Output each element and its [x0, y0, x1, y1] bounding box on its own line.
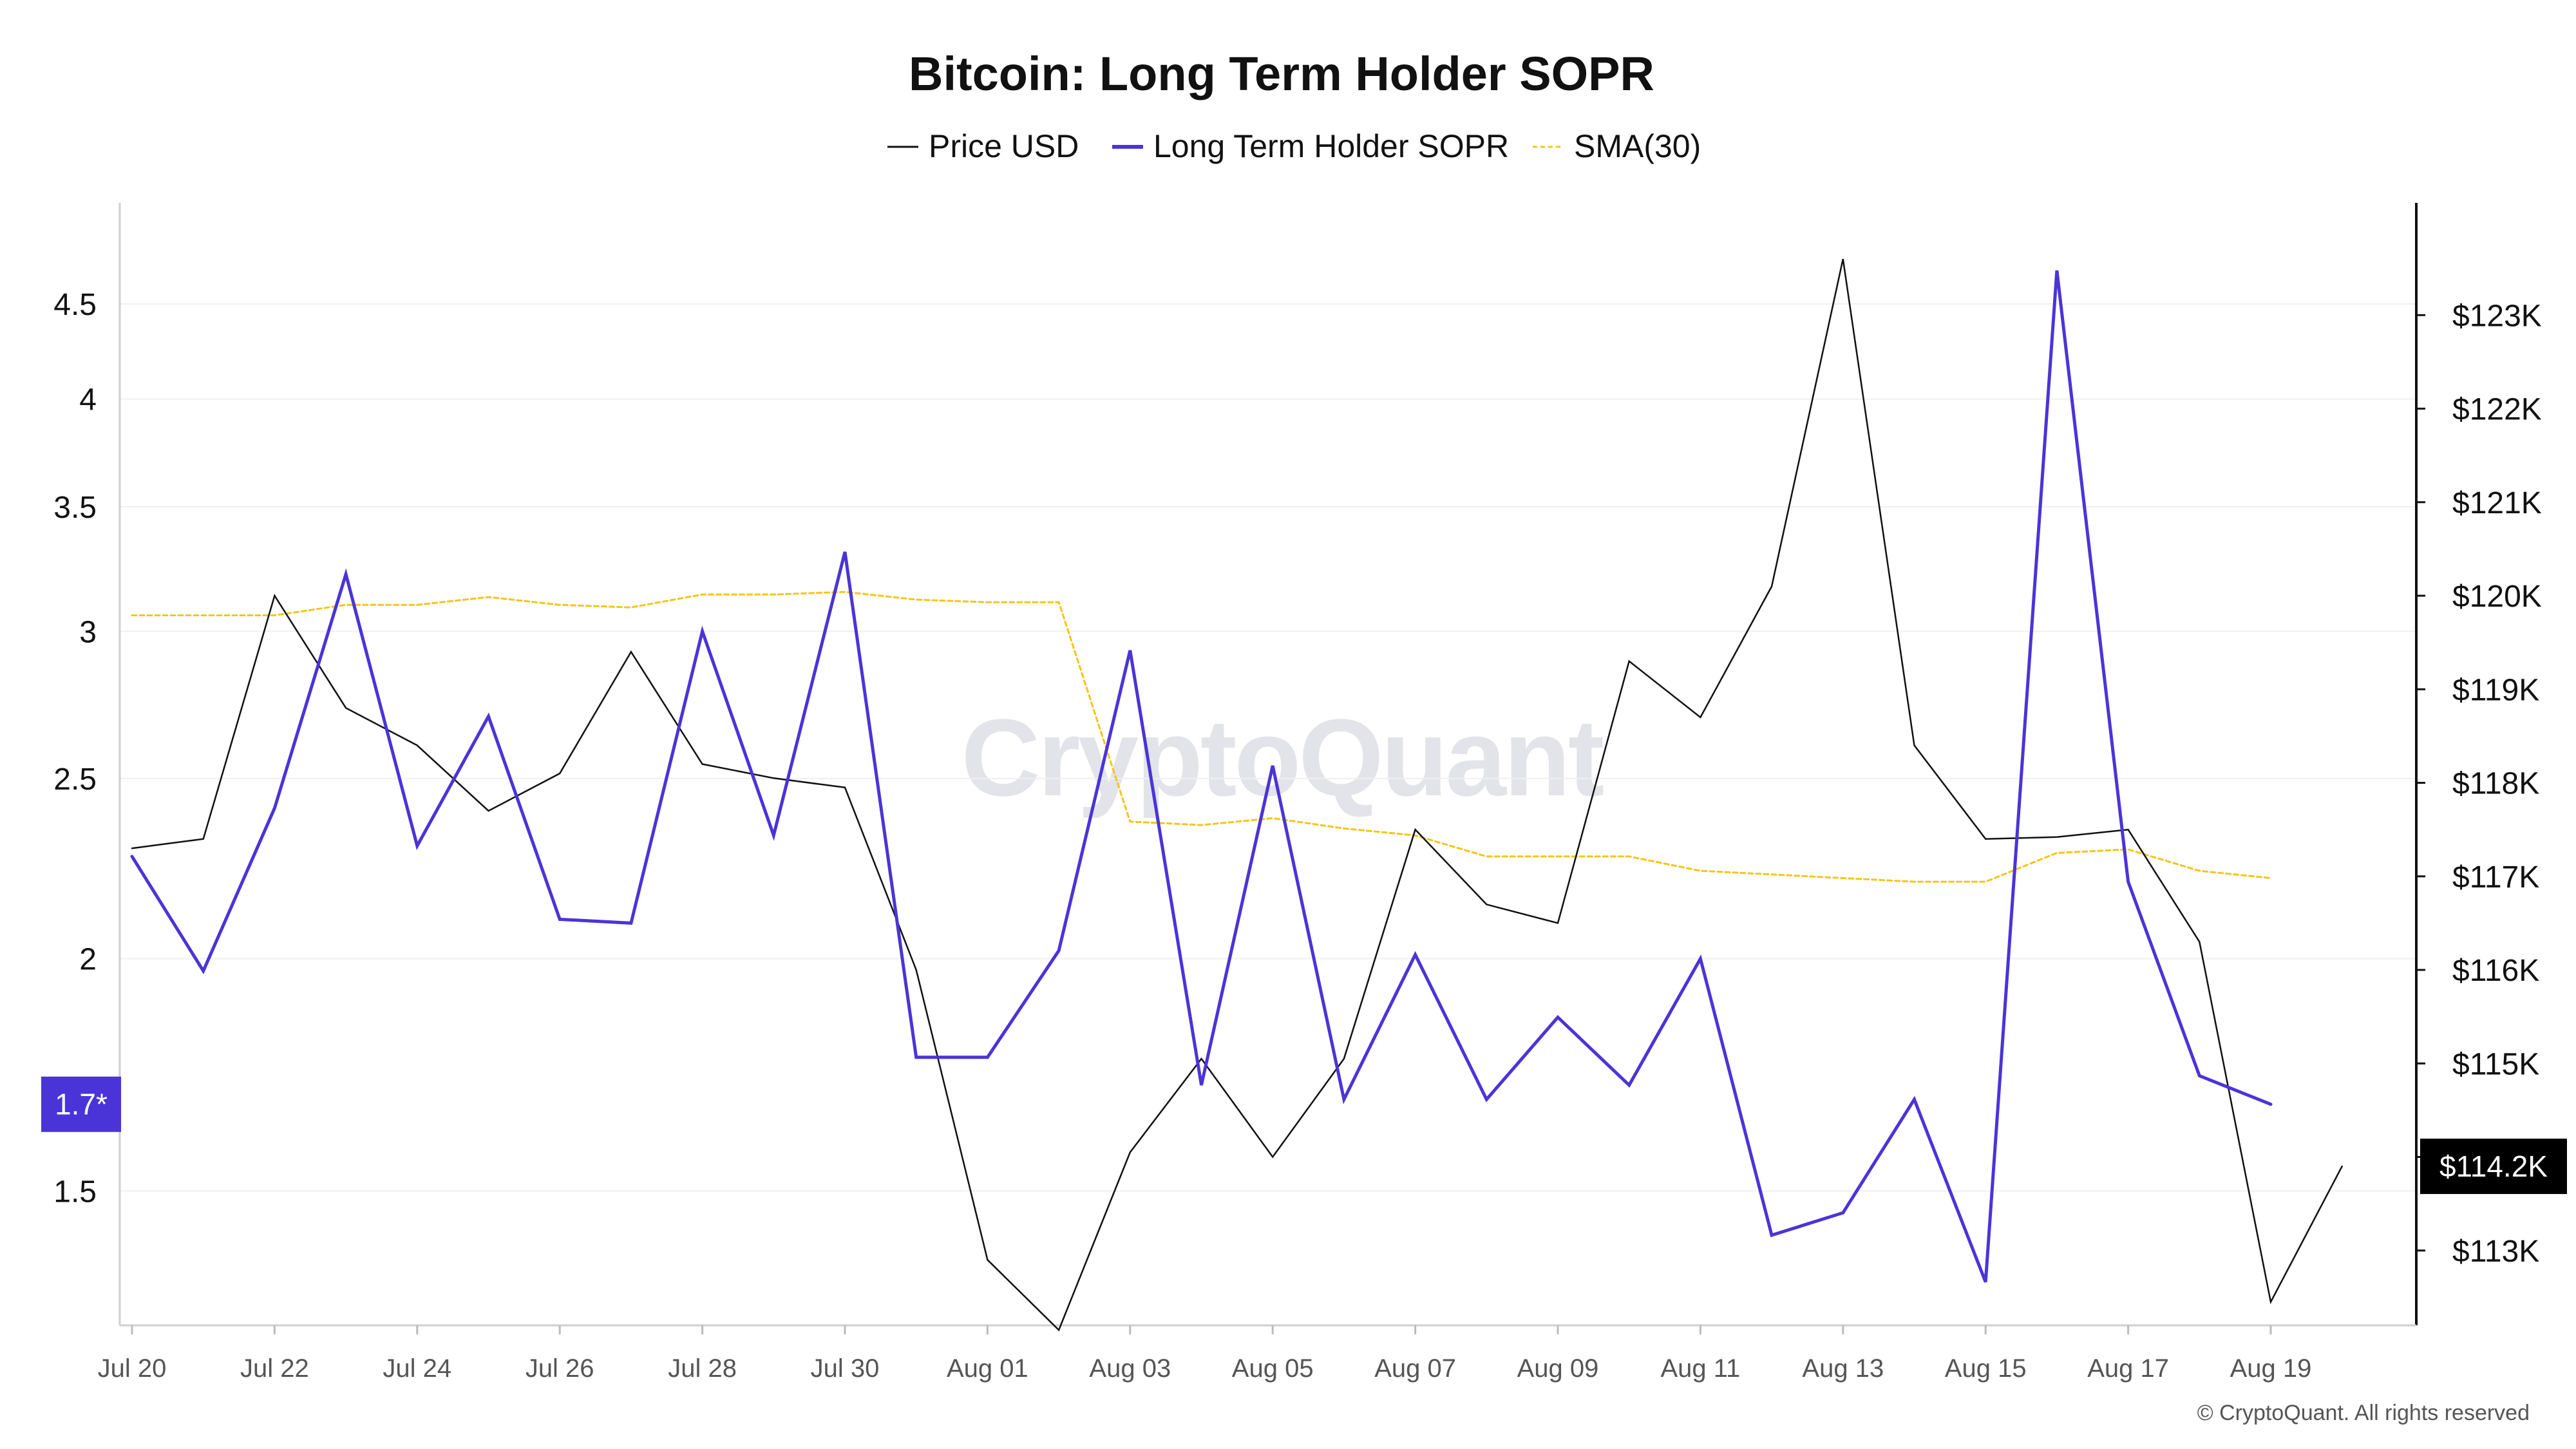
left-tick-label: 1.5 [53, 1175, 97, 1209]
watermark: CryptoQuant [961, 697, 1604, 819]
chart-title: Bitcoin: Long Term Holder SOPR [909, 47, 1654, 100]
copyright-notice: © CryptoQuant. All rights reserved [2197, 1401, 2530, 1425]
right-badge-label: $114.2K [2439, 1150, 2548, 1183]
legend-item-lth-sopr[interactable]: Long Term Holder SOPR [1112, 128, 1509, 164]
legend-label-lth-sopr: Long Term Holder SOPR [1153, 128, 1509, 164]
left-tick-label: 4 [79, 383, 97, 417]
right-tick-label: $119K [2452, 673, 2539, 707]
x-tick-label: Jul 30 [811, 1354, 880, 1383]
x-tick-label: Jul 24 [383, 1354, 451, 1383]
right-tick-label: $115K [2452, 1047, 2539, 1081]
x-tick-label: Jul 20 [98, 1354, 167, 1383]
left-badge-background [41, 1076, 121, 1132]
x-tick-label: Aug 07 [1374, 1354, 1456, 1383]
x-axis-ticks: Jul 20 Jul 22 Jul 24 Jul 26 Jul 28 Jul 30 Aug … [98, 1325, 2312, 1383]
x-tick-label: Aug 05 [1232, 1354, 1314, 1383]
series-line-long-term-holder-sopr [130, 270, 2273, 1283]
left-tick-label: 3.5 [53, 491, 97, 525]
left-tick-label: 2 [79, 943, 97, 977]
x-tick-label: Jul 26 [526, 1354, 594, 1383]
right-tick-label: $123K [2452, 299, 2542, 333]
x-tick-label: Aug 17 [2087, 1354, 2169, 1383]
legend-label-sma30: SMA(30) [1574, 128, 1701, 164]
x-tick-label: Aug 03 [1089, 1354, 1171, 1383]
right-tick-label: $121K [2452, 486, 2542, 520]
left-tick-label: 4.5 [53, 288, 97, 322]
x-tick-label: Jul 28 [668, 1354, 737, 1383]
right-current-badge: $114.2K [2420, 1139, 2567, 1195]
gridlines [120, 303, 2416, 1192]
legend-item-price-usd[interactable]: Price USD [887, 128, 1079, 164]
x-tick-label: Aug 15 [1945, 1354, 2027, 1383]
right-tick-label: $122K [2452, 393, 2542, 427]
series-lines [130, 258, 2343, 1332]
left-tick-label: 2.5 [53, 762, 97, 797]
right-tick-label: $120K [2452, 580, 2542, 614]
right-tick-label: $117K [2452, 860, 2539, 895]
legend: Price USD Long Term Holder SOPR SMA(30) [887, 128, 1701, 164]
right-axis-ticks: $113K$114K$115K$116K$117K$118K$119K$120K… [2416, 299, 2542, 1269]
left-tick-label: 3 [79, 615, 97, 649]
x-tick-label: Aug 11 [1660, 1354, 1740, 1383]
series-line-price-usd [131, 258, 2343, 1332]
series-line-sma-30 [131, 591, 2272, 883]
x-tick-label: Aug 09 [1517, 1354, 1599, 1383]
right-tick-label: $113K [2452, 1235, 2539, 1269]
right-tick-label: $118K [2452, 767, 2539, 801]
left-axis-ticks: 1.5 2 2.5 3 3.5 4 4.5 [53, 288, 97, 1209]
right-tick-label: $116K [2452, 954, 2539, 988]
left-badge-label: 1.7* [55, 1088, 108, 1121]
legend-item-sma30[interactable]: SMA(30) [1533, 128, 1701, 164]
left-current-badge: 1.7* [41, 1076, 121, 1132]
x-tick-label: Aug 19 [2230, 1354, 2312, 1383]
x-tick-label: Aug 13 [1802, 1354, 1884, 1383]
legend-label-price-usd: Price USD [929, 128, 1079, 164]
x-tick-label: Aug 01 [947, 1354, 1028, 1383]
x-tick-label: Jul 22 [240, 1354, 309, 1383]
right-badge-background [2420, 1139, 2567, 1195]
